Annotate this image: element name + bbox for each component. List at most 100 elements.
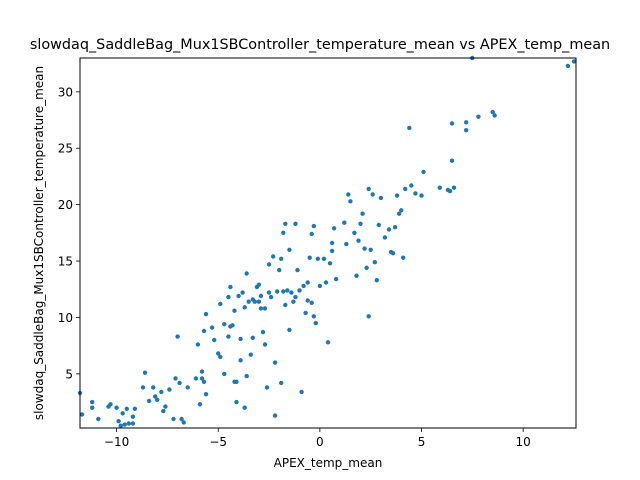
data-point <box>348 199 353 204</box>
data-point <box>177 380 182 386</box>
data-point <box>199 376 205 381</box>
data-point <box>122 422 127 427</box>
data-point <box>268 294 274 300</box>
data-point <box>216 351 221 356</box>
data-point <box>155 397 160 402</box>
data-point <box>331 226 337 231</box>
data-point <box>266 290 272 295</box>
data-point <box>492 113 497 118</box>
data-point <box>287 247 292 252</box>
data-point <box>256 282 262 287</box>
data-point <box>209 325 215 330</box>
plot-background <box>80 58 576 428</box>
data-point <box>301 283 306 289</box>
data-point <box>277 267 282 273</box>
data-point <box>317 283 323 289</box>
y-tick-label: 15 <box>58 255 73 269</box>
data-point <box>333 276 339 282</box>
data-point <box>287 327 292 333</box>
data-point <box>262 306 268 311</box>
data-point <box>140 385 146 390</box>
data-point <box>181 420 186 425</box>
data-point <box>167 387 172 392</box>
data-point <box>401 255 406 260</box>
data-point <box>356 238 361 243</box>
data-point <box>372 260 377 265</box>
y-tick-label: 5 <box>65 367 73 381</box>
data-point <box>309 300 314 305</box>
data-point <box>199 369 205 374</box>
data-point <box>360 211 365 216</box>
y-tick-label: 30 <box>58 85 73 99</box>
data-point <box>323 280 329 285</box>
data-point <box>258 293 264 299</box>
data-point <box>396 211 402 216</box>
data-point <box>490 109 495 115</box>
data-point <box>242 405 247 410</box>
data-point <box>289 290 294 295</box>
y-axis-ticks: 5 10 15 20 25 30 <box>58 85 80 381</box>
data-point <box>195 342 201 347</box>
data-point <box>464 120 469 125</box>
data-point <box>262 342 268 347</box>
data-point <box>305 298 310 303</box>
data-point <box>364 265 369 270</box>
data-point <box>382 235 388 240</box>
data-point <box>327 261 333 266</box>
data-point <box>419 193 424 198</box>
data-point <box>565 63 571 69</box>
data-point <box>413 191 418 196</box>
data-point <box>305 280 310 285</box>
data-point <box>126 421 131 426</box>
data-point <box>362 246 367 251</box>
data-point <box>185 385 190 390</box>
y-axis-label: slowdaq_SaddleBag_Mux1SBController_tempe… <box>32 66 46 420</box>
data-point <box>270 254 276 259</box>
data-point <box>321 256 327 261</box>
data-point <box>252 299 257 304</box>
x-tick-label: 10 <box>516 435 531 449</box>
x-axis-label: APEX_temp_mean <box>274 456 383 470</box>
data-point <box>222 322 227 327</box>
data-point <box>132 406 138 411</box>
data-point <box>258 306 264 311</box>
data-point <box>358 221 363 226</box>
data-point <box>244 271 249 276</box>
data-point <box>279 256 284 261</box>
data-point <box>179 416 184 422</box>
data-point <box>108 402 113 407</box>
data-point <box>449 121 455 126</box>
data-point <box>240 290 245 295</box>
data-point <box>399 208 404 213</box>
data-point <box>476 114 481 119</box>
data-point <box>161 408 166 414</box>
data-point <box>295 267 300 273</box>
data-point <box>79 412 85 417</box>
data-point <box>171 416 176 422</box>
data-point <box>238 336 243 342</box>
data-point <box>447 188 453 194</box>
data-point <box>153 394 158 399</box>
data-point <box>246 299 251 304</box>
data-point <box>151 385 156 390</box>
data-point <box>197 402 203 407</box>
data-point <box>173 376 178 381</box>
data-point <box>285 288 290 293</box>
data-point <box>293 221 298 226</box>
y-tick-label: 20 <box>58 198 73 212</box>
data-point <box>238 358 243 363</box>
data-point <box>218 354 223 360</box>
data-point <box>203 392 209 397</box>
data-point <box>114 405 119 410</box>
data-point <box>163 404 168 409</box>
x-axis-ticks: −10 −5 0 5 10 <box>104 428 531 449</box>
data-point <box>272 413 278 418</box>
data-point <box>297 288 302 293</box>
data-point <box>201 379 207 384</box>
data-point <box>386 227 392 232</box>
axes-frame <box>79 57 577 429</box>
data-point <box>232 308 237 313</box>
data-point <box>256 299 262 304</box>
data-point <box>346 192 351 197</box>
